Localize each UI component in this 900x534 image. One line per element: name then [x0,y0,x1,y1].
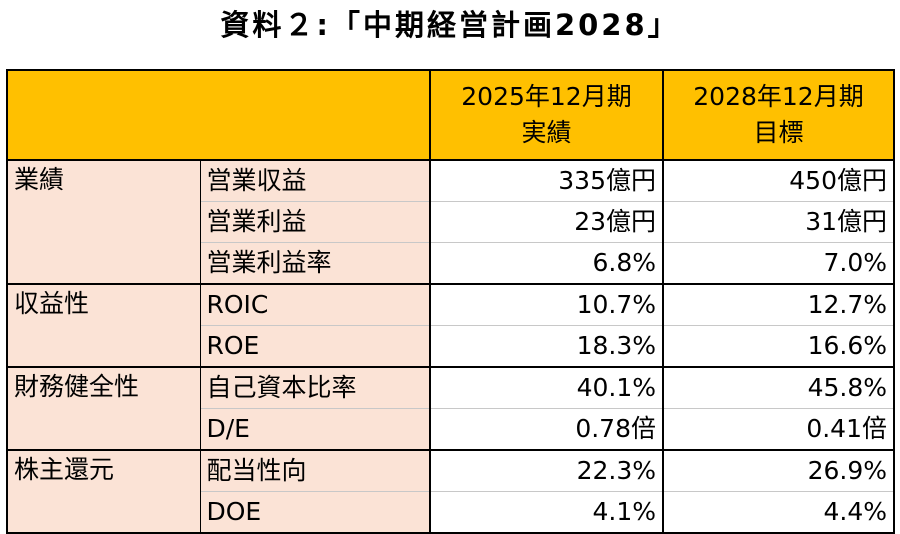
header-actual-period: 2025年12月期 [461,82,632,111]
metric-label: 営業利益率 [200,242,431,285]
metric-label: ROIC [200,284,431,326]
table-header-row: 2025年12月期 実績 2028年12月期 目標 [6,69,895,161]
actual-value: 10.7% [430,284,664,326]
target-value: 16.6% [663,325,895,368]
metric-label: ROE [200,325,431,368]
header-target-cell: 2028年12月期 目標 [662,69,895,161]
target-value: 12.7% [663,284,895,326]
category-label: 株主還元 [6,450,201,534]
actual-value: 18.3% [430,325,664,368]
table-row: 財務健全性 自己資本比率 40.1% 45.8% [6,367,895,451]
table-row: 業績 営業収益 335億円 450億円 [6,160,895,285]
mid-term-plan-table: 2025年12月期 実績 2028年12月期 目標 業績 営業収益 335億円 … [6,69,895,534]
actual-value: 22.3% [430,450,664,492]
header-actual-cell: 2025年12月期 実績 [429,69,664,161]
metric-label: 営業収益 [200,160,431,202]
metric-label: 営業利益 [200,201,431,243]
header-target-period: 2028年12月期 [693,82,864,111]
table-row: 株主還元 配当性向 22.3% 26.9% [6,450,895,534]
target-value: 26.9% [663,450,895,492]
metric-label: 配当性向 [200,450,431,492]
actual-value: 4.1% [430,491,664,534]
target-value: 0.41倍 [663,408,895,451]
actual-value: 0.78倍 [430,408,664,451]
actual-value: 335億円 [430,160,664,202]
category-label: 収益性 [6,284,201,368]
table-row: ROE 18.3% 16.6% [7,325,895,368]
metric-label: 自己資本比率 [200,367,431,409]
category-label: 財務健全性 [6,367,201,451]
header-blank-cell [6,69,431,161]
table-row: 収益性 ROIC 10.7% 12.7% [6,284,895,368]
actual-value: 23億円 [430,201,664,243]
target-value: 45.8% [663,367,895,409]
target-value: 450億円 [663,160,895,202]
actual-value: 40.1% [430,367,664,409]
target-value: 4.4% [663,491,895,534]
target-value: 7.0% [663,242,895,285]
metric-label: D/E [200,408,431,451]
table-row: 営業利益 23億円 31億円 [7,201,895,243]
page-title: 資料２:「中期経営計画2028」 [220,8,680,42]
header-actual-label: 実績 [521,118,572,147]
target-value: 31億円 [663,201,895,243]
metric-label: DOE [200,491,431,534]
category-label: 業績 [6,160,201,285]
table-row: 営業利益率 6.8% 7.0% [7,242,895,285]
actual-value: 6.8% [430,242,664,285]
header-target-label: 目標 [753,118,804,147]
table-row: D/E 0.78倍 0.41倍 [7,408,895,451]
